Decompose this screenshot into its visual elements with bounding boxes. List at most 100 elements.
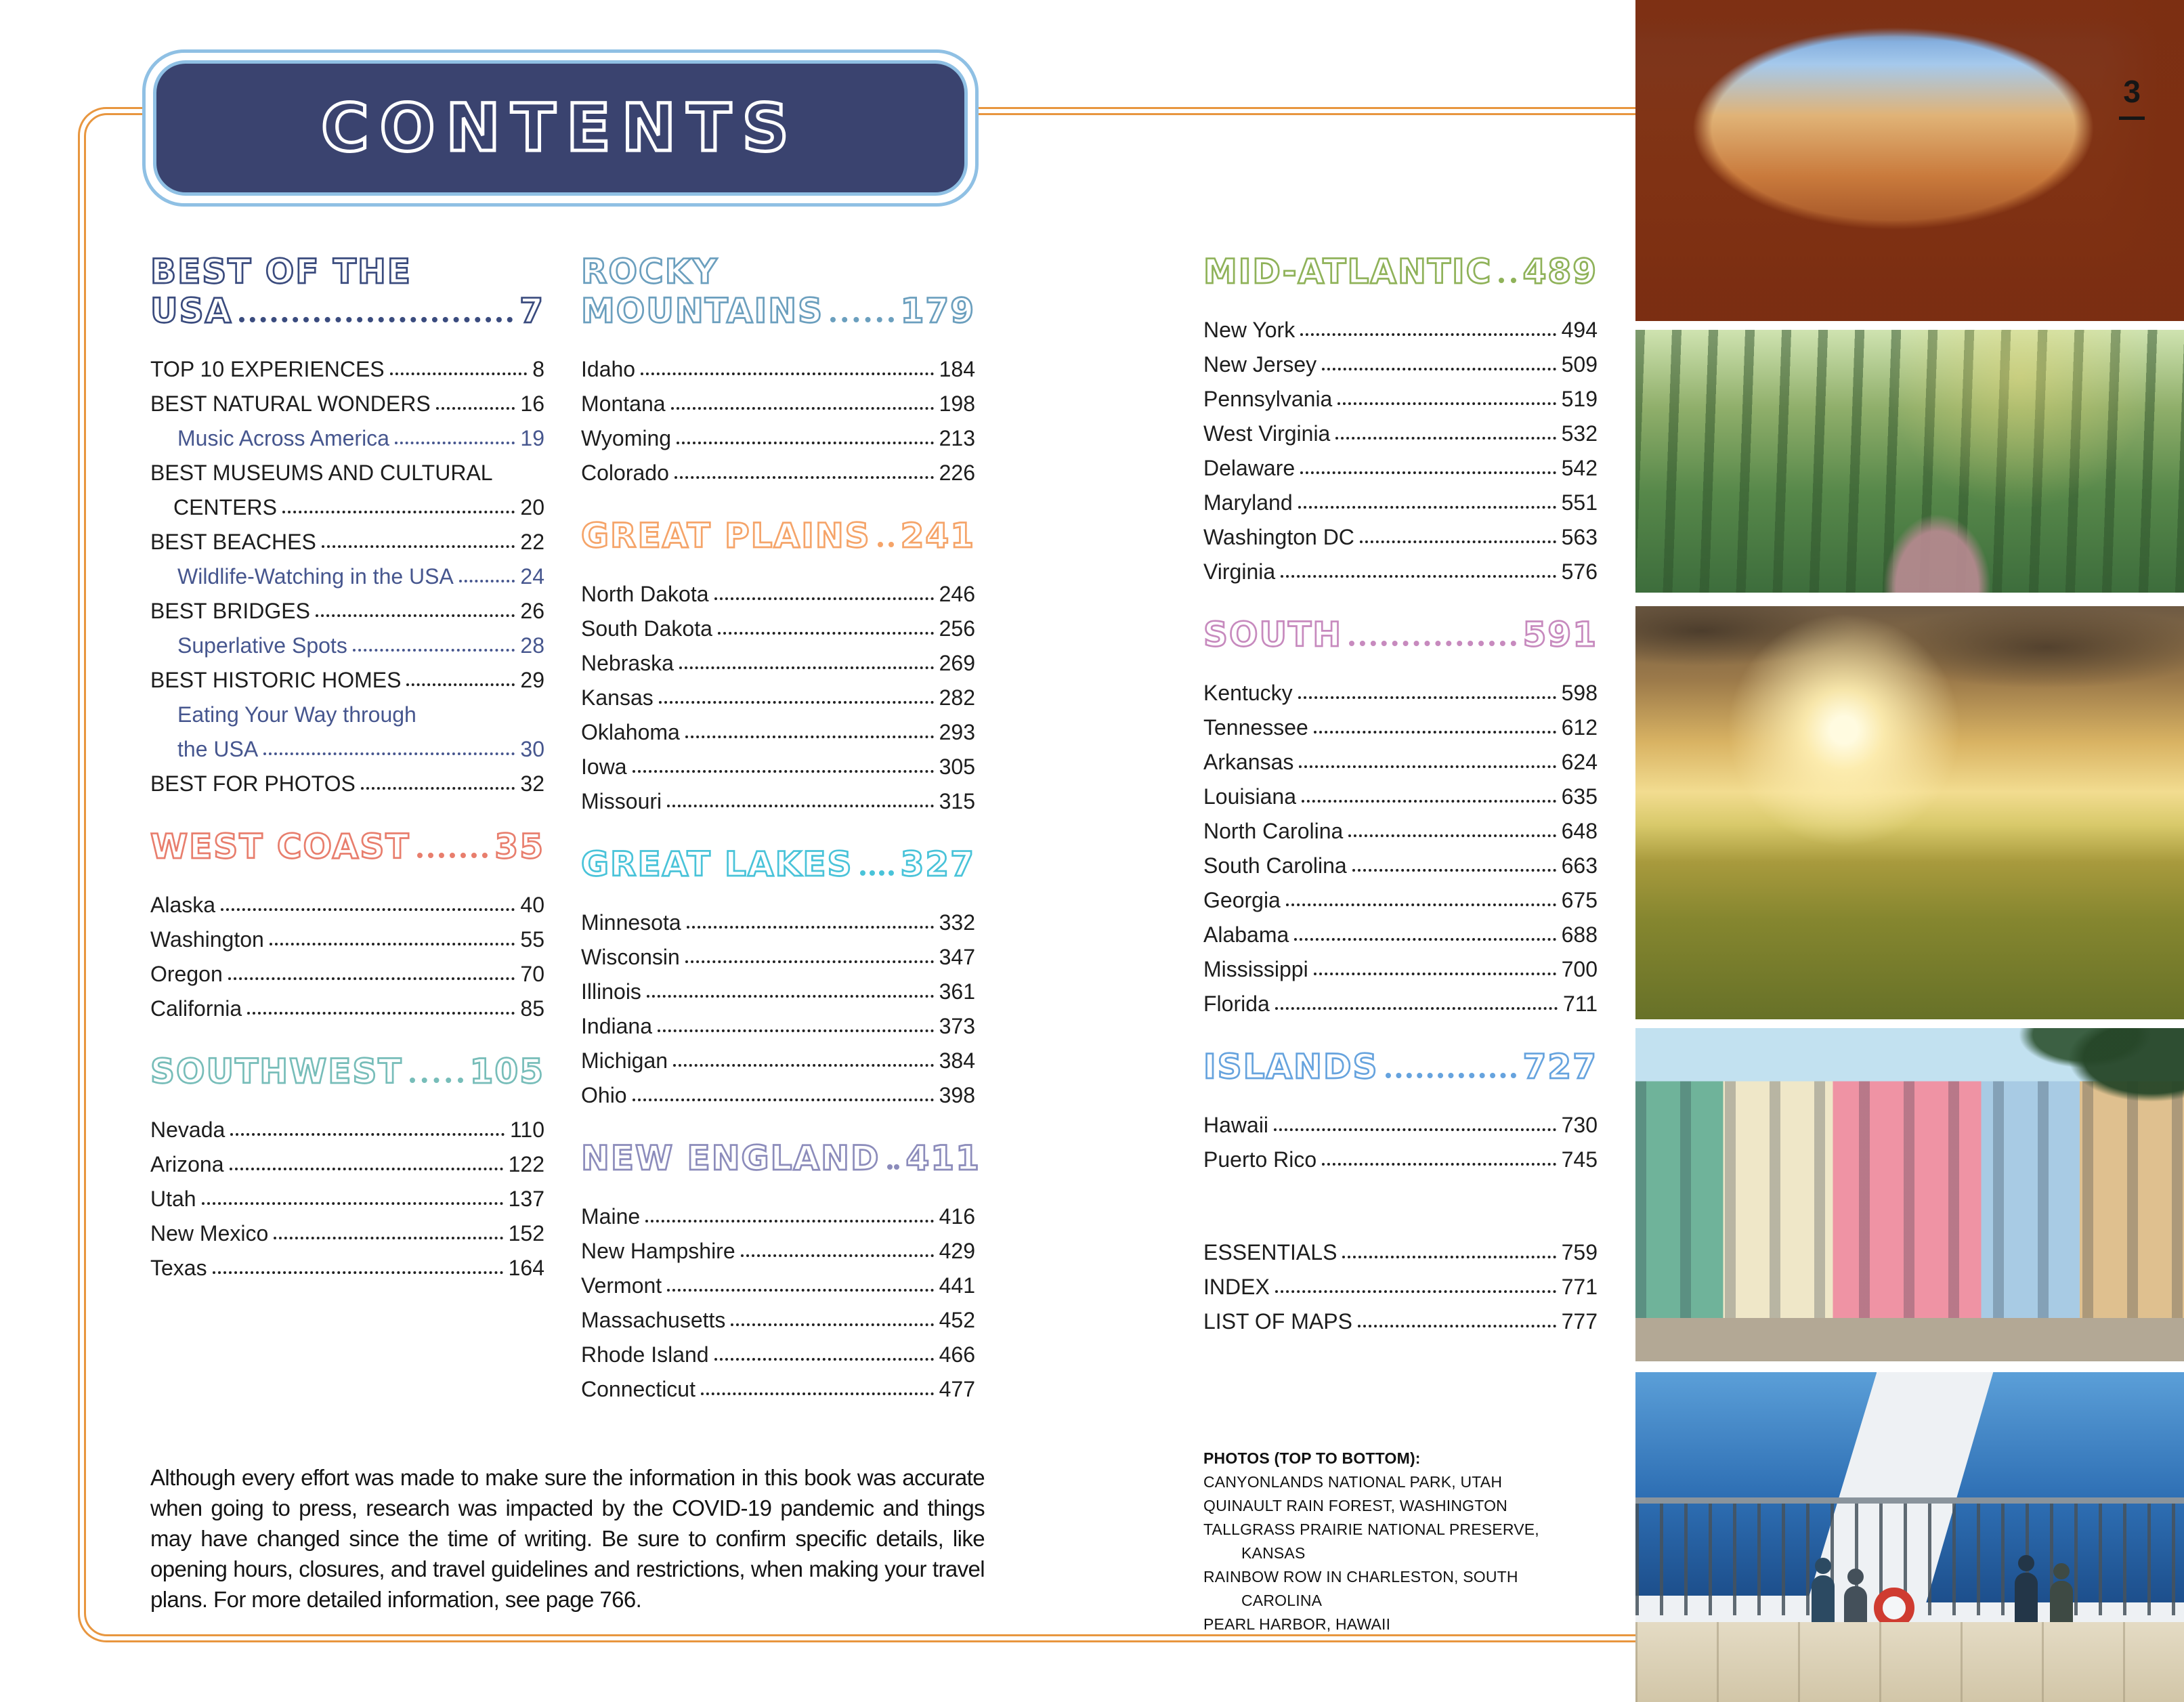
toc-entry-line: BEST HISTORIC HOMES 29 [150,658,544,692]
section-entries: Kentucky 598 Tennessee 612 Arkansas 624 … [1203,671,1598,1016]
toc-entry-label: Maine [581,1204,641,1229]
leader-dots [416,853,488,858]
toc-entry-line: Washington 55 [150,917,544,952]
toc-entry-page-number: 152 [508,1221,544,1246]
toc-entry-page-number: 384 [939,1048,975,1073]
section-heading: ROCKY MOUNTAINS 179 [580,251,975,332]
toc-entry-page-number: 8 [532,357,544,382]
toc-entry-line: North Carolina 648 [1203,809,1598,843]
toc-entry: South Dakota 256 [581,606,975,641]
toc-entry-line: Georgia 675 [1203,878,1598,912]
leader-dots [1342,1256,1556,1258]
toc-entry-page-number: 256 [939,616,975,641]
section-entries: New York 494 New Jersey 509 Pennsylvania… [1203,307,1598,584]
toc-entry-line: Oregon 70 [150,952,544,986]
toc-entry-line: LIST OF MAPS 777 [1203,1299,1598,1334]
leader-dots [646,995,934,998]
toc-entry-page-number: 20 [520,495,544,520]
toc-entry-label: INDEX [1203,1275,1270,1300]
toc-entry-page-number: 29 [520,668,544,693]
toc-entry-page-number: 542 [1561,456,1598,481]
toc-entry-label: Idaho [581,357,636,382]
toc-entry-label: Nebraska [581,651,674,676]
toc-entry-line: Alaska 40 [150,882,544,917]
section-title: GREAT PLAINS [580,515,871,557]
section-page-number: 105 [469,1051,544,1092]
leader-dots [389,373,528,375]
section-page-number: 241 [899,515,975,557]
toc-entry: Rhode Island 466 [581,1332,975,1367]
toc-entry-page-number: 576 [1561,559,1598,584]
toc-entry: Music Across America 19 [150,416,544,450]
toc-entry-label: North Carolina [1203,819,1344,844]
toc-entry-line: Kansas 282 [581,675,975,710]
section-page-number: 327 [899,844,975,885]
section-heading-row: WEST COAST 35 [150,826,544,868]
toc-entry-line: Superlative Spots 28 [150,623,544,658]
toc-entry: New Mexico 152 [150,1211,544,1246]
toc-entry-label: Massachusetts [581,1308,726,1333]
toc-entry-line: New Jersey 509 [1203,342,1598,377]
leader-dots [201,1202,503,1205]
toc-entry-label: BEST HISTORIC HOMES [150,668,402,693]
contents-title-box-inner: CONTENTS [153,60,968,196]
toc-entry-line: Alabama 688 [1203,912,1598,947]
photo-quinault-rain-forest [1635,330,2184,593]
leader-dots [830,317,894,322]
toc-entry-label: Illinois [581,979,641,1004]
toc-entry-label: Indiana [581,1014,652,1039]
toc-entry: California 85 [150,986,544,1021]
toc-entry: Hawaii 730 [1203,1103,1598,1137]
section-title: SOUTHWEST [150,1051,403,1092]
leader-dots [247,1012,515,1015]
toc-entry: Mississippi 700 [1203,947,1598,981]
section-entries: Maine 416 New Hampshire 429 Vermont 441 … [581,1194,975,1401]
toc-entry-page-number: 28 [520,633,544,658]
toc-entry-page-number: 226 [939,461,975,486]
section-heading-row: MID-ATLANTIC 489 [1203,251,1598,293]
leader-dots [714,597,934,600]
toc-entry-line: ESSENTIALS 759 [1203,1230,1598,1264]
toc-entry: West Virginia 532 [1203,411,1598,446]
section-heading: GREAT LAKES 327 [580,844,975,885]
toc-entry-page-number: 648 [1561,819,1598,844]
toc-entry-label: Arkansas [1203,750,1294,775]
photo-canyonlands-national-park: 3 [1635,0,2184,321]
leader-dots [645,1220,934,1222]
toc-entry-label: Pennsylvania [1203,387,1333,412]
toc-entry-page-number: 711 [1562,992,1598,1017]
toc-entry-label: Kansas [581,685,654,710]
leader-dots [360,787,515,790]
toc-entry: Superlative Spots 28 [150,623,544,658]
toc-entry-page-number: 466 [939,1342,975,1367]
toc-entry: BEST MUSEUMS AND CULTURAL CENTERS 20 [150,450,544,519]
toc-entry: Missouri 315 [581,779,975,813]
toc-entry-page-number: 635 [1561,784,1598,809]
toc-entry-label: Connecticut [581,1377,695,1402]
toc-entry-line: Texas 164 [150,1246,544,1280]
toc-entry-label: BEST FOR PHOTOS [150,771,356,796]
toc-entry-line: CENTERS 20 [150,485,544,519]
toc-entry-line: Kentucky 598 [1203,671,1598,705]
toc-entry-label: Washington [150,927,264,952]
section-entries: Idaho 184 Montana 198 Wyoming 213 Colora… [581,347,975,485]
toc-entry-line: Virginia 576 [1203,549,1598,584]
toc-section: WEST COAST 35 Alaska 40 Washington 55 Or… [150,826,544,1021]
toc-entry-label: Oklahoma [581,720,680,745]
leader-dots [1337,402,1556,405]
toc-entry: Oregon 70 [150,952,544,986]
toc-entry: BEST FOR PHOTOS 32 [150,761,544,796]
toc-section: MID-ATLANTIC 489 New York 494 New Jersey… [1203,251,1598,584]
covid-disclaimer-text: Although every effort was made to make s… [150,1465,985,1612]
section-entries: North Dakota 246 South Dakota 256 Nebras… [581,572,975,813]
toc-entry: Eating Your Way through the USA 30 [150,692,544,761]
section-title: ISLANDS [1203,1046,1379,1088]
section-heading-row: NEW ENGLAND 411 [580,1138,981,1179]
leader-dots [1322,1163,1556,1166]
toc-entry-line: Colorado 226 [581,450,975,485]
toc-entry-label: Nevada [150,1118,226,1143]
toc-entry: Nebraska 269 [581,641,975,675]
toc-section: ISLANDS 727 Hawaii 730 Puerto Rico 745 [1203,1046,1598,1172]
toc-entry-line: Wisconsin 347 [581,935,975,969]
leader-dots [1357,1325,1556,1327]
